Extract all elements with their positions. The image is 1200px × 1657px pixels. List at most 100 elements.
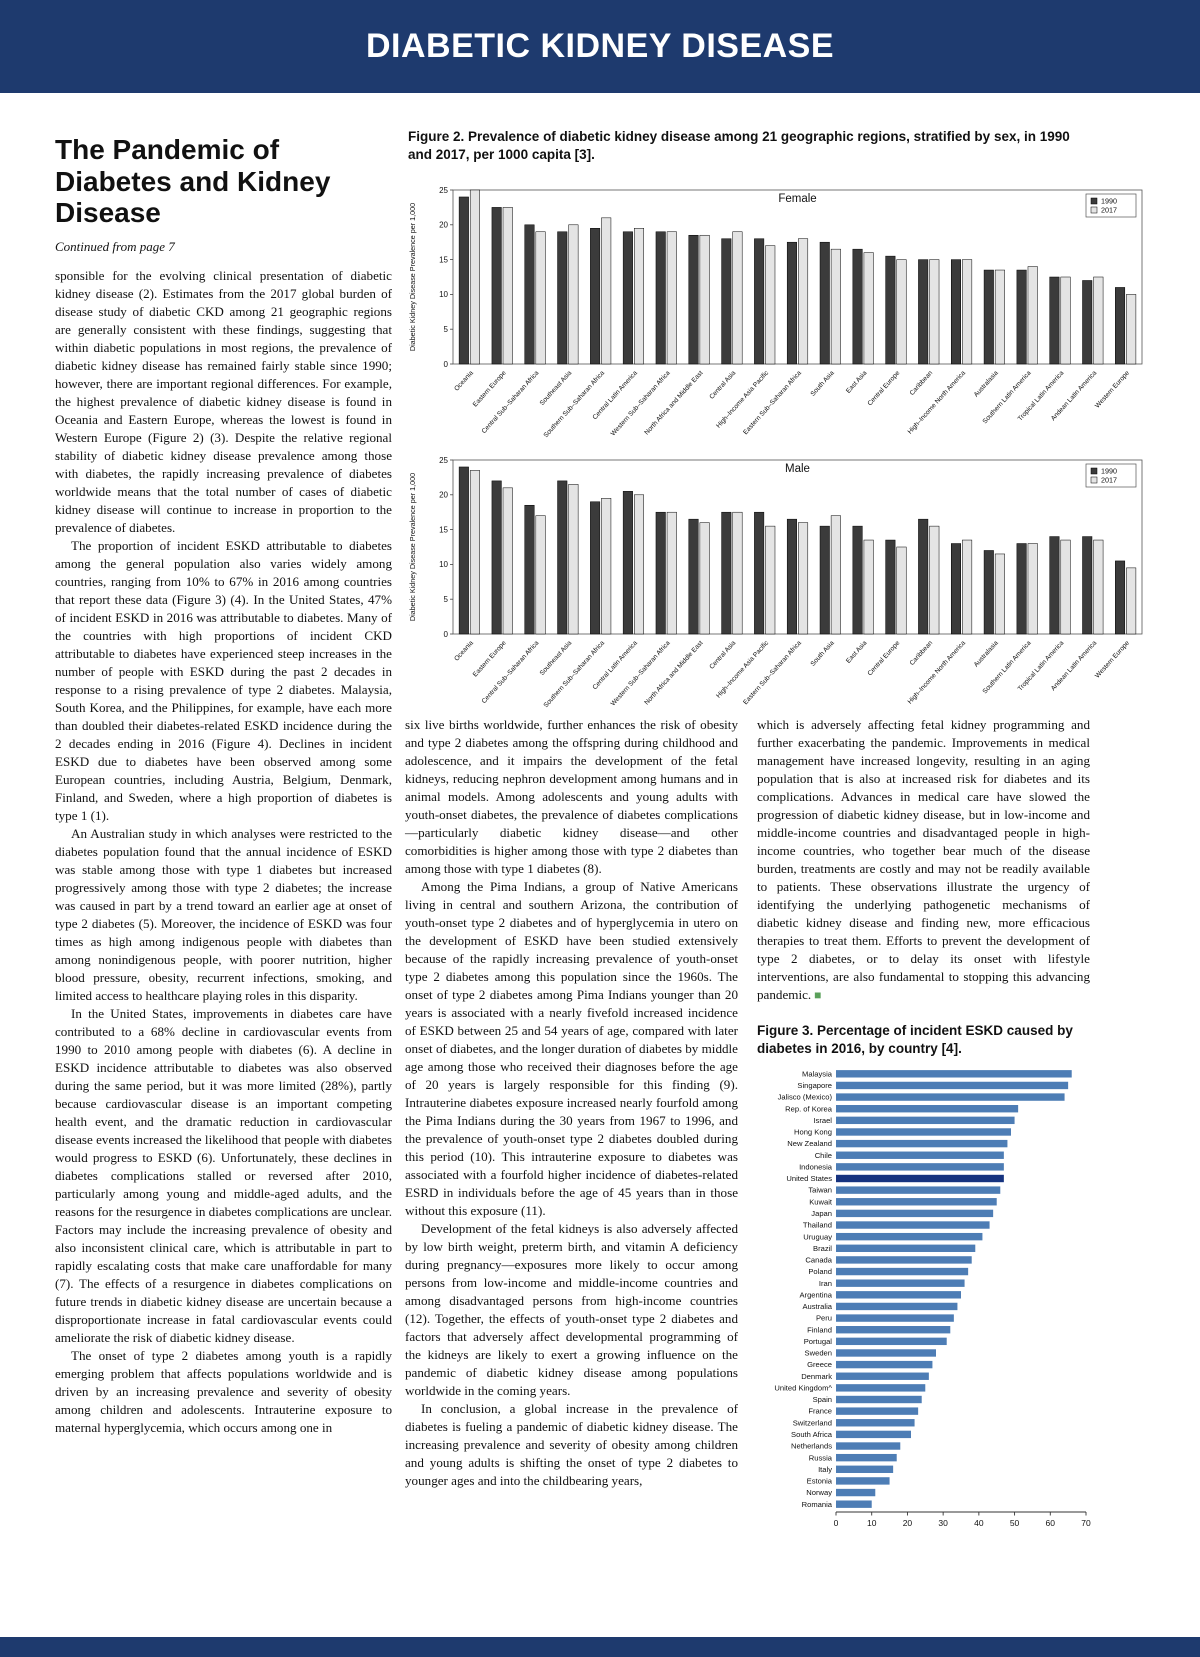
- paragraph: In conclusion, a global increase in the …: [405, 1401, 738, 1488]
- bar: [732, 231, 743, 365]
- left-column-text: sponsible for the evolving clinical pres…: [55, 267, 392, 1437]
- svg-text:Central Sub–Saharan Africa: Central Sub–Saharan Africa: [481, 639, 541, 705]
- svg-text:Portugal: Portugal: [804, 1337, 833, 1346]
- bar: [836, 1314, 954, 1322]
- continued-note: Continued from page 7: [55, 238, 175, 254]
- svg-text:Central Europe: Central Europe: [867, 639, 902, 677]
- bar: [634, 494, 645, 635]
- bar: [491, 480, 502, 635]
- bar: [1082, 280, 1093, 365]
- svg-text:Netherlands: Netherlands: [791, 1442, 832, 1451]
- svg-text:Iran: Iran: [819, 1279, 832, 1288]
- svg-text:Diabetic Kidney Disease Preval: Diabetic Kidney Disease Prevalence per 1…: [408, 473, 417, 621]
- article-title: The Pandemic of Diabetes and Kidney Dise…: [55, 134, 331, 229]
- figure2-chart-male: 0 5 10 15 20 25 Diabetic Kidney Disease Preval…: [405, 446, 1150, 714]
- bar: [885, 539, 896, 635]
- bar: [836, 1349, 936, 1357]
- bar: [688, 518, 699, 635]
- bar: [765, 525, 776, 635]
- bar: [754, 511, 765, 635]
- bar: [666, 511, 677, 635]
- footer-bar: [0, 1637, 1200, 1657]
- svg-text:Caribbean: Caribbean: [909, 639, 935, 667]
- bar: [568, 224, 579, 365]
- article-left-column: The Pandemic of Diabetes and Kidney Dise…: [55, 134, 392, 1437]
- svg-text:60: 60: [1046, 1518, 1056, 1528]
- bar: [983, 550, 994, 635]
- svg-text:Norway: Norway: [806, 1488, 832, 1497]
- bar: [819, 525, 830, 635]
- svg-text:Hong Kong: Hong Kong: [794, 1128, 832, 1137]
- svg-text:Malaysia: Malaysia: [802, 1069, 833, 1078]
- bar: [699, 234, 710, 365]
- bar: [524, 224, 535, 365]
- svg-text:20: 20: [903, 1518, 913, 1528]
- figure3-caption: Figure 3. Percentage of incident ESKD ca…: [757, 1023, 1073, 1056]
- svg-text:Italy: Italy: [818, 1465, 832, 1474]
- svg-text:Southern Sub–Saharan Africa: Southern Sub–Saharan Africa: [543, 369, 607, 439]
- svg-text:Caribbean: Caribbean: [909, 369, 935, 397]
- figure2: 0 5 10 15 20 25 Diabetic Kidney Disease Preval…: [405, 176, 1150, 716]
- bar: [699, 522, 710, 635]
- bar: [852, 525, 863, 635]
- bar: [918, 518, 929, 635]
- svg-text:0: 0: [444, 360, 449, 369]
- svg-text:United Kingdom^: United Kingdom^: [774, 1383, 832, 1392]
- bar: [929, 259, 940, 365]
- figure3-chart: Malaysia Singapore Jalisco (Mexico) Rep. of…: [750, 1066, 1100, 1536]
- bar: [721, 238, 732, 365]
- svg-text:2017: 2017: [1101, 206, 1117, 215]
- bar: [836, 1372, 929, 1380]
- bar: [863, 539, 874, 635]
- paragraph: Development of the fetal kidneys is also…: [405, 1221, 738, 1398]
- bar: [836, 1302, 958, 1311]
- svg-text:50: 50: [1010, 1518, 1020, 1528]
- svg-text:15: 15: [439, 525, 448, 534]
- bar: [819, 241, 830, 365]
- svg-text:Brazil: Brazil: [813, 1244, 832, 1253]
- svg-text:Eastern Europe: Eastern Europe: [472, 369, 508, 408]
- bar: [798, 238, 809, 365]
- svg-text:Western Europe: Western Europe: [1094, 369, 1131, 409]
- paragraph: which is adversely affecting fetal kidne…: [757, 717, 1090, 1002]
- svg-text:Male: Male: [785, 463, 810, 475]
- bar: [830, 248, 841, 365]
- svg-text:Southeast Asia: Southeast Asia: [539, 639, 574, 677]
- svg-text:Rep. of Korea: Rep. of Korea: [785, 1104, 833, 1113]
- bar: [836, 1163, 1004, 1171]
- bar: [1027, 266, 1038, 365]
- bar: [836, 1267, 969, 1276]
- svg-text:South Asia: South Asia: [809, 369, 836, 397]
- bar: [852, 248, 863, 365]
- svg-text:Peru: Peru: [816, 1314, 832, 1323]
- bar: [836, 1384, 926, 1392]
- svg-text:Oceania: Oceania: [453, 369, 475, 392]
- bar: [786, 518, 797, 635]
- bar: [1049, 536, 1060, 635]
- bar: [590, 228, 601, 365]
- bar: [557, 231, 568, 365]
- svg-text:Chile: Chile: [815, 1151, 832, 1160]
- bar: [836, 1360, 933, 1369]
- bar: [634, 228, 645, 365]
- bar: [798, 522, 809, 635]
- page-title: DIABETIC KIDNEY DISEASE: [365, 27, 835, 65]
- bar: [1016, 543, 1027, 635]
- chart-svg-female: 0 5 10 15 20 25 Diabetic Kidney Disease Preval…: [408, 186, 1143, 439]
- bar: [836, 1407, 919, 1415]
- paragraph: six live births worldwide, further enhan…: [405, 717, 738, 876]
- bar: [836, 1488, 876, 1497]
- svg-text:Australasia: Australasia: [973, 369, 1000, 398]
- bar: [502, 207, 513, 365]
- bar: [469, 470, 480, 635]
- bar: [1126, 294, 1137, 365]
- bar: [836, 1174, 1004, 1183]
- bar: [836, 1081, 1069, 1090]
- bar: [458, 466, 469, 635]
- bar: [836, 1151, 1004, 1159]
- bar: [962, 259, 973, 365]
- paragraph: Among the Pima Indians, a group of Nativ…: [405, 879, 738, 1218]
- bar: [836, 1139, 1008, 1148]
- svg-text:5: 5: [444, 595, 449, 604]
- svg-text:Eastern Europe: Eastern Europe: [472, 639, 508, 678]
